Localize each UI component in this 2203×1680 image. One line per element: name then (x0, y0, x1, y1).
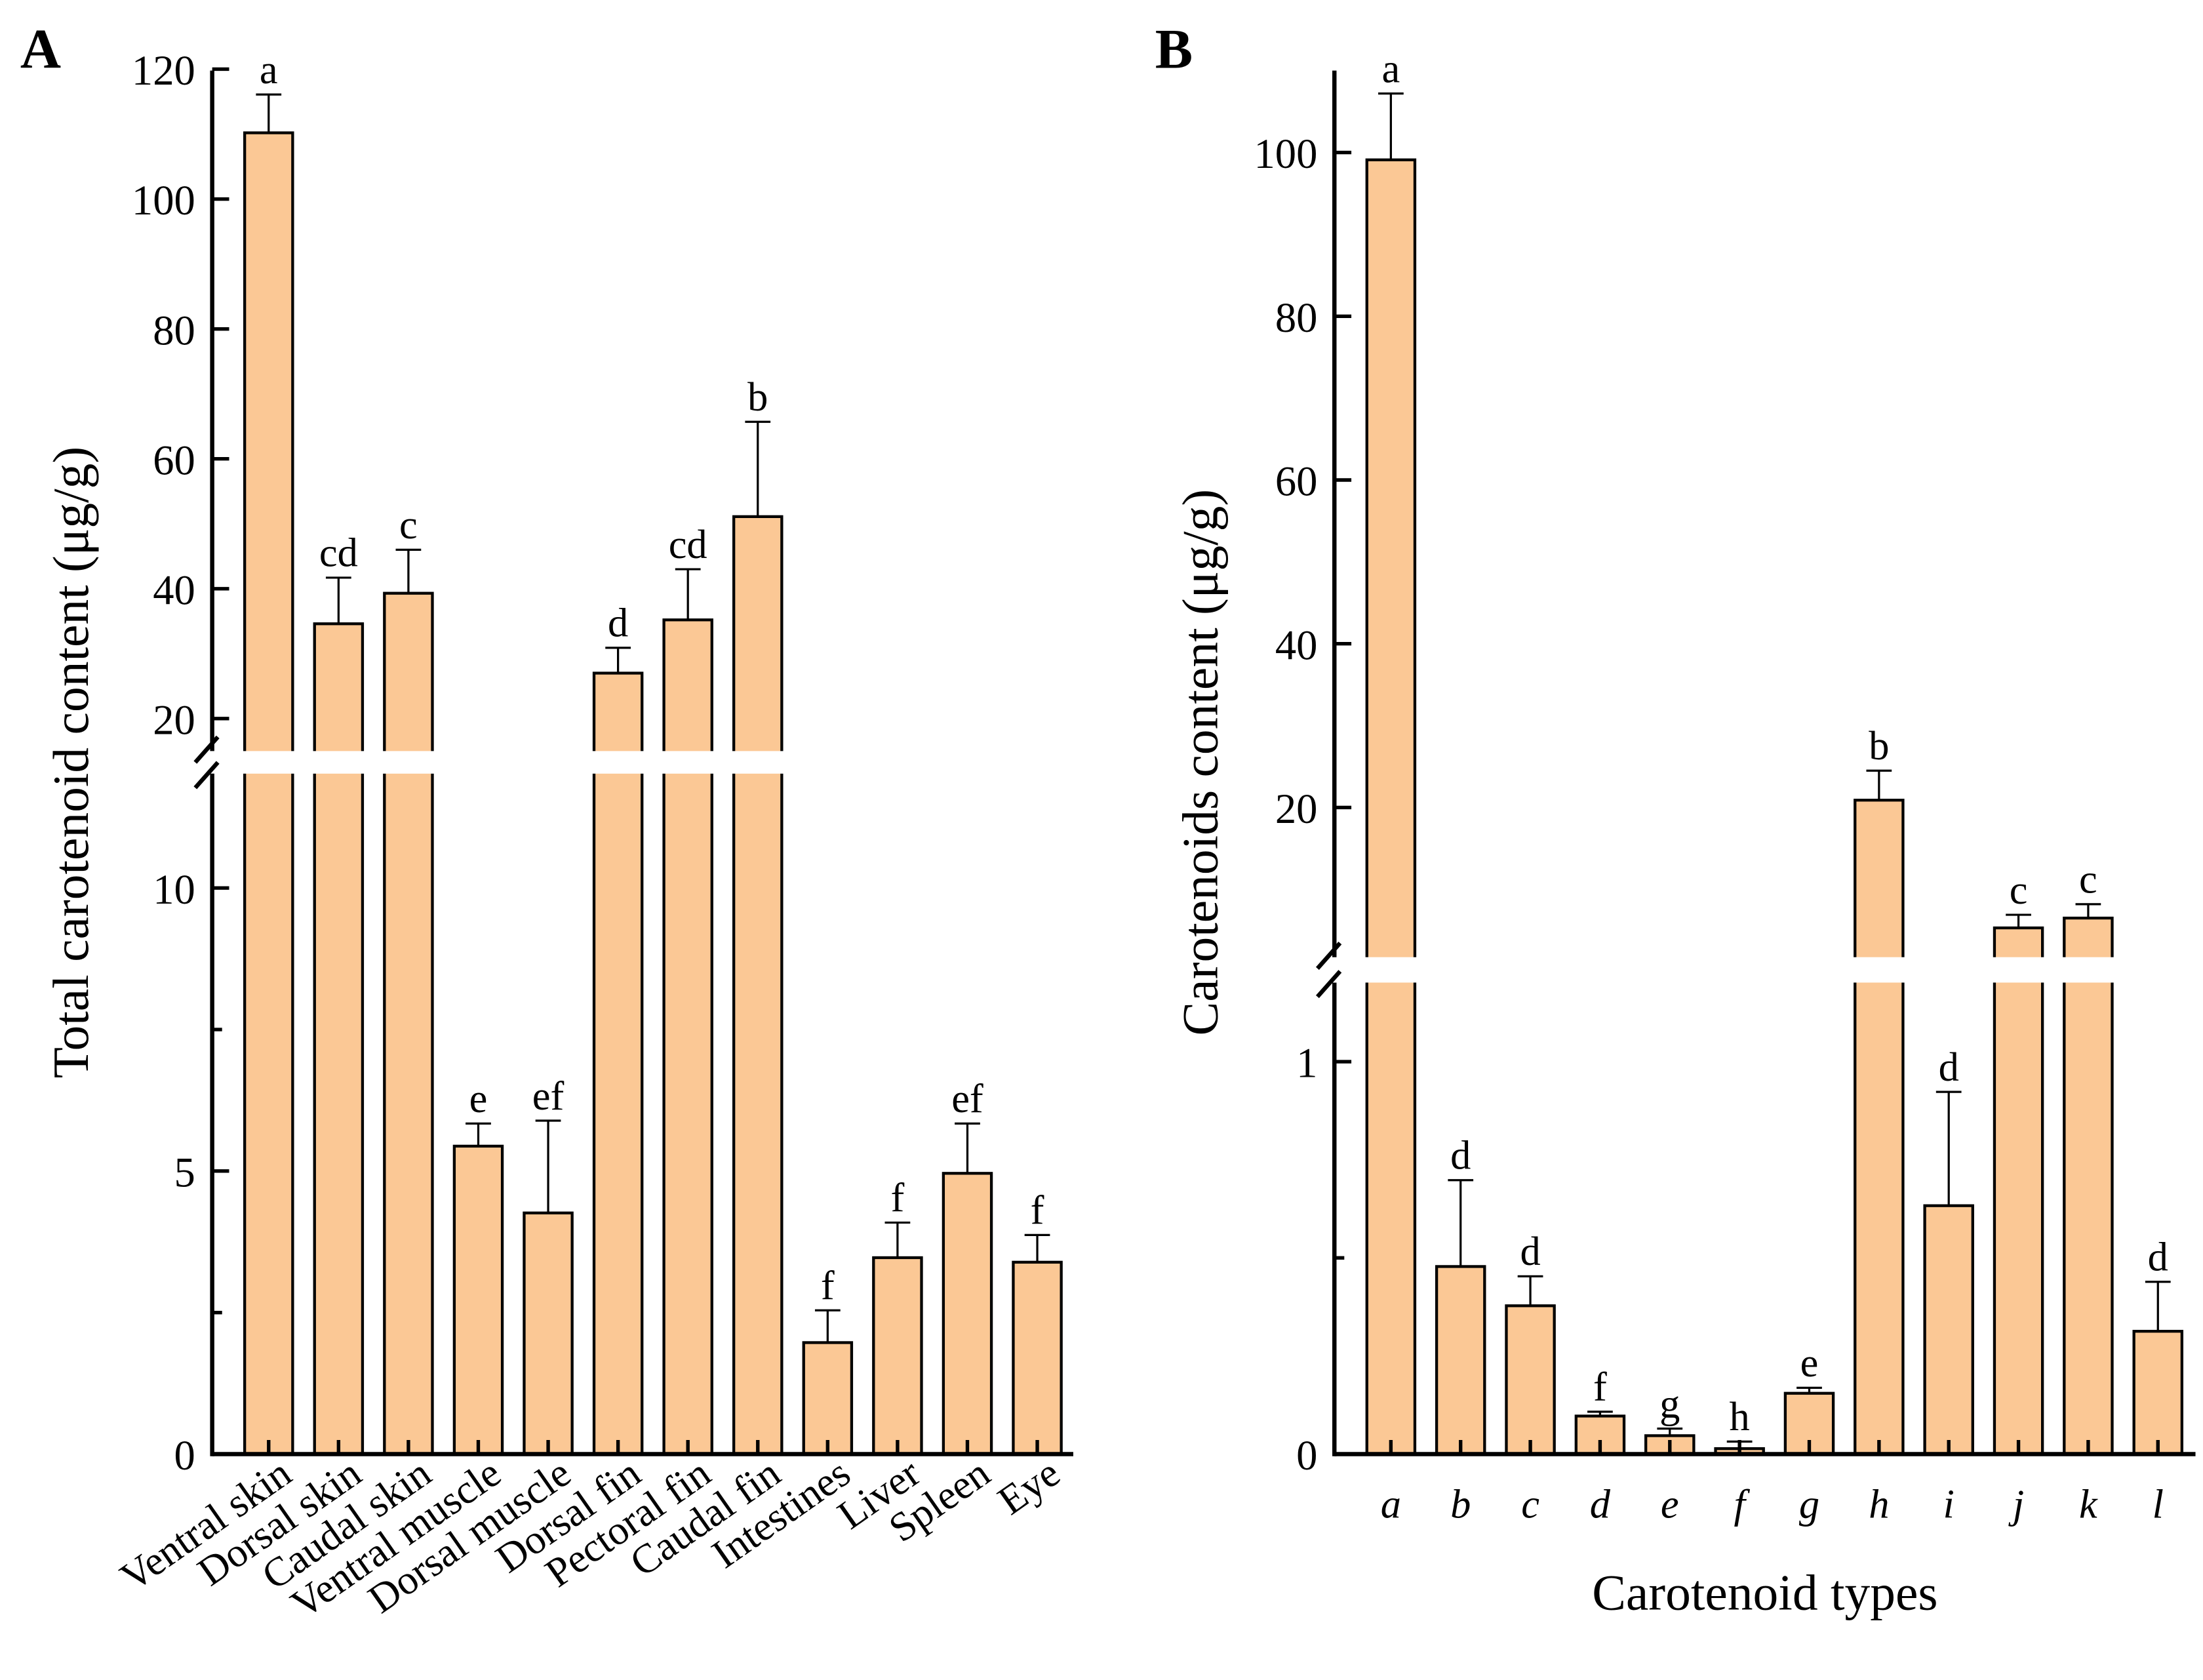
significance-letter: a (1381, 45, 1400, 91)
axis-break-gap (1317, 957, 2198, 983)
significance-letter: f (891, 1174, 905, 1220)
bar (452, 1144, 504, 1456)
significance-letter: e (1800, 1340, 1819, 1386)
x-tick-label: b (1450, 1481, 1471, 1527)
x-tick-label: c (1521, 1481, 1539, 1527)
y-tick-label: 100 (1254, 130, 1318, 177)
significance-letter: f (821, 1262, 835, 1308)
bar (1993, 926, 2044, 1456)
y-tick-label: 100 (132, 176, 195, 224)
x-tick-label: a (1381, 1481, 1401, 1527)
y-axis-title: Total carotenoid content (μg/g) (43, 447, 99, 1079)
y-tick-label: 40 (1275, 621, 1318, 668)
x-tick-label: e (1661, 1481, 1679, 1527)
significance-letter: a (260, 47, 278, 92)
axis-break-mark (1315, 970, 1342, 999)
x-tick-label: g (1799, 1481, 1819, 1527)
bar (313, 622, 365, 1456)
x-tick-label: k (2079, 1481, 2098, 1527)
bar (523, 1211, 574, 1456)
x-tick-label: i (1943, 1481, 1955, 1527)
bar (2063, 916, 2114, 1456)
x-axis-title: Carotenoid types (1592, 1564, 1937, 1620)
y-axis-title: Carotenoids content (μg/g) (1172, 489, 1229, 1036)
y-tick-label: 10 (153, 866, 195, 913)
significance-letter: e (469, 1075, 488, 1121)
x-tick-label: f (1734, 1481, 1750, 1527)
bar (872, 1256, 923, 1456)
significance-letter: cd (319, 530, 358, 576)
y-tick-label: 120 (132, 47, 195, 94)
y-tick-label: 5 (174, 1149, 195, 1196)
significance-letter: h (1730, 1393, 1750, 1439)
axis-break-gap (195, 751, 1077, 774)
y-tick-label: 20 (153, 696, 195, 744)
bar (942, 1172, 993, 1456)
significance-letter: b (747, 374, 768, 420)
significance-letter: cd (669, 521, 707, 567)
y-tick-label: 60 (1275, 458, 1318, 505)
y-tick-label: 60 (153, 436, 195, 483)
panel-label: B (1155, 17, 1193, 80)
bar (1435, 1265, 1486, 1456)
y-tick-label: 40 (153, 566, 195, 613)
y-tick-label: 0 (1296, 1431, 1317, 1479)
x-tick-label: d (1590, 1481, 1611, 1527)
significance-letter: ef (532, 1073, 565, 1119)
bar (2132, 1330, 2184, 1456)
bar (1923, 1204, 1974, 1456)
x-tick-label: Eye (989, 1449, 1068, 1523)
y-tick-label: 0 (174, 1431, 195, 1479)
significance-letter: d (1520, 1228, 1540, 1274)
significance-letter: c (399, 502, 418, 548)
bar (1505, 1304, 1556, 1456)
bar (1012, 1260, 1063, 1456)
x-tick-label: l (2153, 1481, 2164, 1527)
significance-letter: d (1939, 1044, 1959, 1090)
significance-letter: f (1593, 1364, 1607, 1410)
significance-letter: c (2010, 867, 2028, 913)
bar (243, 131, 294, 1456)
significance-letter: ef (951, 1075, 983, 1121)
bar (1854, 799, 1905, 1456)
bar (592, 671, 644, 1456)
bar (383, 591, 434, 1456)
bar (662, 618, 713, 1456)
axis-break-mark (193, 761, 220, 790)
x-tick-label: h (1869, 1481, 1889, 1527)
panel-label: A (20, 17, 61, 80)
significance-letter: f (1031, 1187, 1044, 1233)
significance-letter: g (1659, 1380, 1680, 1426)
significance-letter: c (2079, 856, 2097, 902)
bar (1365, 158, 1417, 1456)
y-tick-label: 80 (153, 306, 195, 353)
significance-letter: d (608, 600, 628, 646)
y-tick-label: 1 (1296, 1039, 1317, 1087)
bar (802, 1341, 854, 1456)
significance-letter: b (1869, 723, 1889, 769)
bar (732, 515, 784, 1456)
significance-letter: d (2148, 1234, 2168, 1280)
significance-letter: d (1450, 1132, 1471, 1178)
y-tick-label: 80 (1275, 294, 1318, 341)
x-tick-label: j (2008, 1481, 2024, 1527)
y-tick-label: 20 (1275, 785, 1318, 832)
